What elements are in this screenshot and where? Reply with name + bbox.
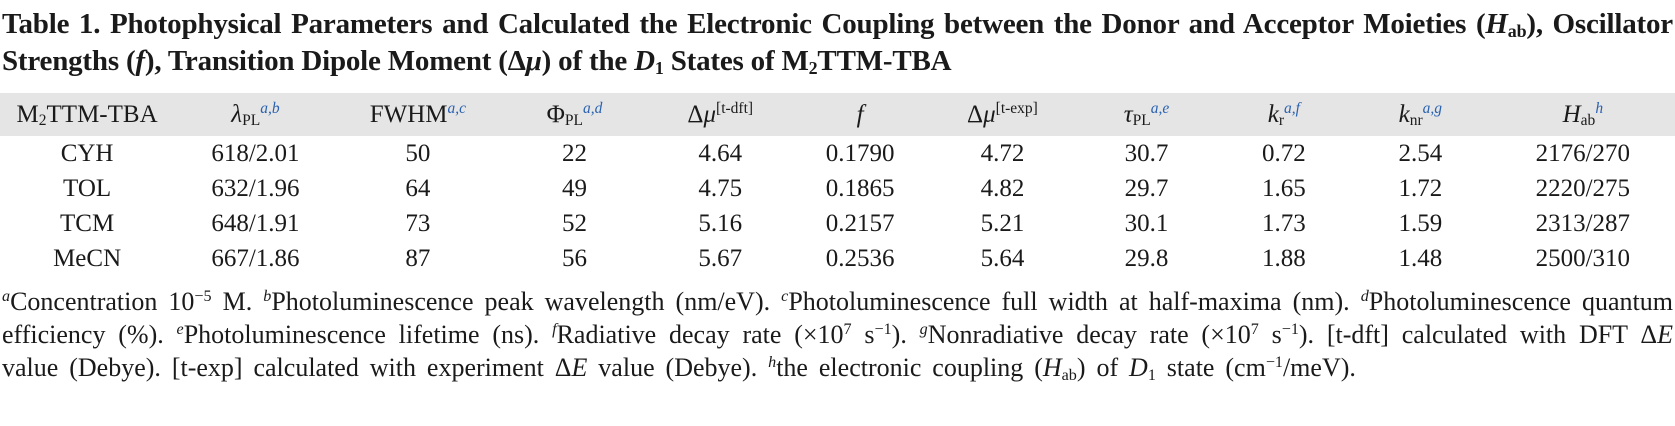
- row-label: CYH: [60, 140, 114, 167]
- table-cell: 49: [562, 175, 587, 202]
- table-row: TOL 632/1.96 64 49 4.75 0.1865 4.82 29.7 1.65 1.7…: [0, 171, 1675, 206]
- row-label: TCM: [60, 210, 115, 237]
- table-cell: 1.48: [1398, 245, 1443, 272]
- table-cell: 4.82: [980, 175, 1025, 202]
- table-cell: 1.59: [1398, 210, 1443, 237]
- table-cell: 64: [405, 175, 431, 202]
- table-cell: 2313/287: [1535, 210, 1631, 237]
- table-title: Table 1. Photophysical Parameters and Ca…: [2, 8, 1673, 78]
- table-cell: 5.64: [980, 245, 1025, 272]
- column-header-k-r: kra,f: [1217, 93, 1350, 136]
- table-row: MeCN 667/1.86 87 56 5.67 0.2536 5.64 29.8 1.88 1.…: [0, 241, 1675, 276]
- table-row: CYH 618/2.01 50 22 4.64 0.1790 4.72 30.7 0.72 2.5…: [0, 136, 1675, 171]
- table-cell: 648/1.91: [211, 210, 300, 237]
- column-header-delta-mu-tdft: Δμ[t-dft]: [649, 93, 791, 136]
- column-header-delta-mu-texp: Δμ[t-exp]: [929, 93, 1076, 136]
- table-cell: 56: [562, 245, 587, 272]
- column-header-tau-pl: τPLa,e: [1075, 93, 1218, 136]
- table-cell: 4.72: [980, 140, 1025, 167]
- column-header-lambda-pl: λPLa,b: [174, 93, 337, 136]
- table-cell: 2500/310: [1535, 245, 1631, 272]
- photophysical-parameters-table: M2TTM-TBA λPLa,b FWHMa,c ΦPLa,d Δμ[t-dft] f Δμ…: [0, 93, 1675, 276]
- table-cell: 1.65: [1261, 175, 1306, 202]
- table-cell: 52: [562, 210, 587, 237]
- table-cell: 0.2536: [825, 245, 895, 272]
- table-cell: 2176/270: [1535, 140, 1631, 167]
- table-cell: 29.8: [1124, 245, 1169, 272]
- header-row: M2TTM-TBA λPLa,b FWHMa,c ΦPLa,d Δμ[t-dft] f Δμ…: [0, 93, 1675, 136]
- table-cell: 22: [562, 140, 587, 167]
- table-cell: 667/1.86: [211, 245, 300, 272]
- column-header-k-nr: knra,g: [1349, 93, 1491, 136]
- column-header-fwhm: FWHMa,c: [336, 93, 500, 136]
- column-header-f: f: [790, 93, 930, 136]
- table-cell: 0.1790: [825, 140, 895, 167]
- table-cell: 87: [405, 245, 431, 272]
- table-cell: 1.72: [1398, 175, 1443, 202]
- table-cell: 4.75: [698, 175, 743, 202]
- table-cell: 29.7: [1124, 175, 1169, 202]
- table-cell: 5.16: [698, 210, 743, 237]
- table-cell: 1.73: [1261, 210, 1306, 237]
- table-cell: 30.1: [1124, 210, 1169, 237]
- row-label: MeCN: [53, 245, 122, 272]
- table-cell: 618/2.01: [211, 140, 300, 167]
- column-header-phi-pl: ΦPLa,d: [499, 93, 650, 136]
- table-footnotes: aConcentration 10−5 M. bPhotoluminescenc…: [2, 287, 1674, 384]
- table-cell: 4.64: [698, 140, 743, 167]
- table-cell: 73: [405, 210, 431, 237]
- column-header-compound: M2TTM-TBA: [0, 93, 175, 136]
- table-cell: 0.72: [1261, 140, 1306, 167]
- table-row: TCM 648/1.91 73 52 5.16 0.2157 5.21 30.1 1.73 1.5…: [0, 206, 1675, 241]
- table-cell: 0.1865: [825, 175, 895, 202]
- row-label: TOL: [63, 175, 112, 202]
- table-cell: 632/1.96: [211, 175, 300, 202]
- column-header-h-ab: Habh: [1490, 93, 1675, 136]
- table-cell: 1.88: [1261, 245, 1306, 272]
- table-cell: 5.67: [698, 245, 743, 272]
- table-body: CYH 618/2.01 50 22 4.64 0.1790 4.72 30.7 0.72 2.5…: [0, 136, 1675, 276]
- table-cell: 50: [405, 140, 431, 167]
- table-cell: 2.54: [1398, 140, 1443, 167]
- table-cell: 5.21: [980, 210, 1025, 237]
- table-cell: 0.2157: [825, 210, 895, 237]
- table-cell: 30.7: [1124, 140, 1169, 167]
- table-cell: 2220/275: [1535, 175, 1631, 202]
